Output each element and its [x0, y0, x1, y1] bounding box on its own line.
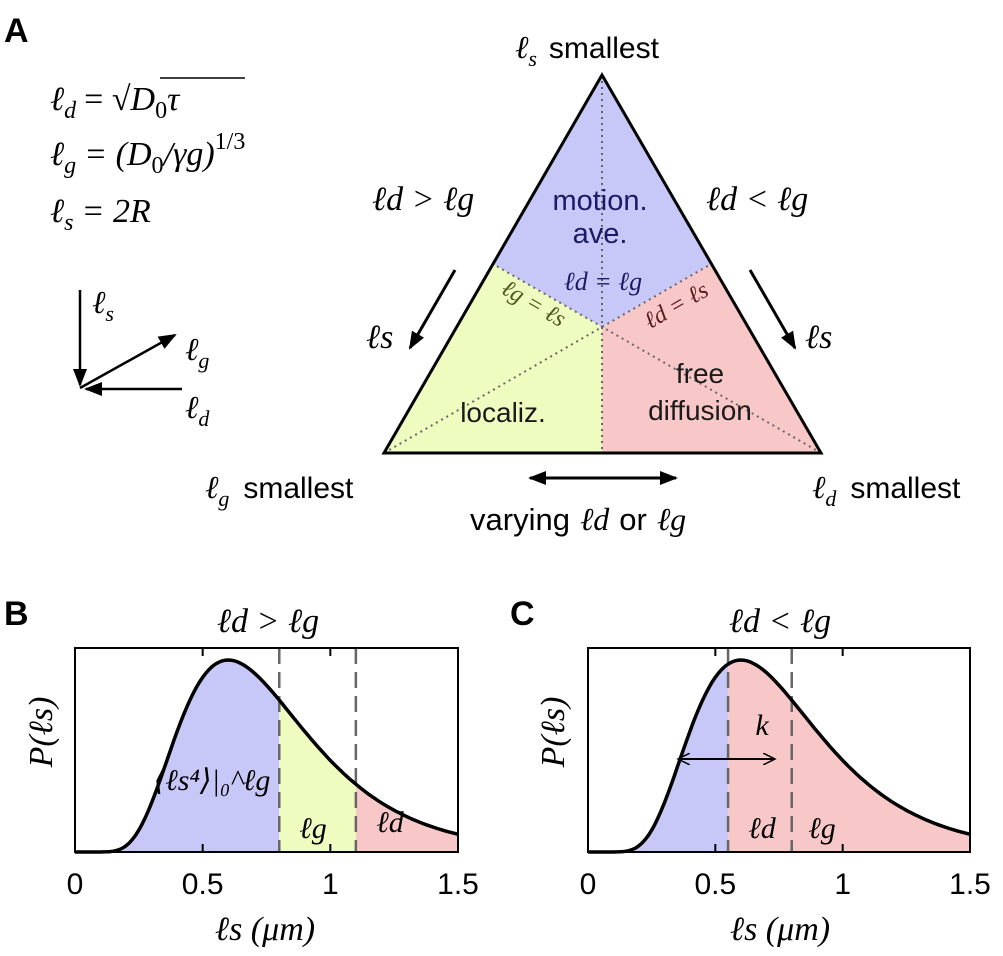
panel-b-region-g-label: ℓg: [299, 812, 327, 845]
chart-b: 0 0.5 1 1.5: [67, 647, 479, 901]
panel-a-label: A: [4, 12, 29, 50]
right-arrow-label: ℓs: [805, 319, 832, 356]
x-tick-label-0: 0: [580, 868, 597, 901]
distribution-curve: [75, 658, 459, 854]
x-tick-label-3: 1.5: [437, 868, 479, 901]
plot-frame: [74, 647, 459, 853]
region-free-label-2: diffusion: [648, 395, 752, 426]
triangle-outline: [381, 72, 824, 455]
def-ld: ℓd = √D0τ: [50, 81, 181, 124]
panel-b-ylabel: P(ℓs): [23, 697, 60, 769]
panel-c-k-label: k: [755, 709, 769, 742]
def-ls: ℓs = 2R: [50, 193, 151, 236]
distribution-curve: [588, 658, 971, 854]
axes-legend: ℓs ℓg ℓd: [73, 284, 210, 431]
panel-c-xlabel: ℓs (μm): [730, 911, 830, 948]
panel-c-region-g-label: ℓg: [808, 812, 836, 845]
left-arrow-label: ℓs: [366, 319, 393, 356]
panel-c-label: C: [510, 595, 535, 633]
plot-frame: [587, 647, 971, 853]
right-condition: ℓd < ℓg: [706, 181, 808, 218]
def-lg: ℓg = (D0/γg)1/3: [50, 129, 245, 179]
right-corner-label: ℓd smallest: [812, 469, 961, 511]
axis-d-label: ℓd: [185, 389, 210, 431]
region-motion-label-2: ave.: [573, 218, 628, 250]
x-tick-label-1: 0.5: [694, 868, 736, 901]
chart-c: 0 0.5 1 1.5: [580, 647, 991, 901]
region-motion-label-1: motion.: [552, 185, 647, 217]
region-free-diffusion: [602, 264, 821, 453]
region-fill-0: [588, 664, 729, 852]
region-localiz-label: localiz.: [460, 397, 546, 428]
panel-b-moment-label: ⟨ℓs⁴⟩|₀^ℓg: [154, 764, 271, 797]
x-tick-label-3: 1.5: [949, 868, 991, 901]
x-tick-label-1: 0.5: [182, 868, 224, 901]
panel-c-region-d-label: ℓd: [748, 812, 776, 845]
panel-b: B ℓd > ℓg 0 0.5 1 1.5 P(ℓs) ℓs (μm) ⟨ℓs⁴⟩|₀…: [4, 595, 479, 948]
line-label-ld-eq-lg: ℓd = ℓg: [564, 267, 642, 296]
panel-b-xlabel: ℓs (μm): [215, 911, 315, 948]
left-condition: ℓd > ℓg: [372, 181, 474, 218]
axis-g-label: ℓg: [185, 331, 209, 373]
region-fill-1: [728, 660, 970, 852]
panel-c: C ℓd < ℓg 0 0.5 1 1.5 P(ℓs) ℓs (μm) k ℓd ℓg: [510, 595, 991, 948]
left-side-arrow: [408, 269, 457, 350]
axis-s-label: ℓs: [92, 284, 114, 326]
region-localization: [384, 264, 602, 453]
panel-b-region-d-label: ℓd: [376, 806, 404, 839]
region-free-label-1: free: [676, 358, 724, 389]
bottom-varying-label: varying ℓd or ℓg: [470, 501, 686, 537]
x-tick-label-0: 0: [67, 868, 84, 901]
right-side-arrow: [748, 269, 797, 350]
x-tick-label-2: 1: [834, 868, 851, 901]
panel-b-title: ℓd > ℓg: [217, 603, 319, 640]
left-corner-label: ℓg smallest: [205, 469, 354, 511]
region-fill-1: [279, 700, 356, 852]
axis-g-arrow: [79, 333, 177, 390]
panel-c-ylabel: P(ℓs): [535, 697, 572, 769]
panel-a: A ℓd = √D0τ ℓg = (D0/γg)1/3 ℓs = 2R ℓs ℓg ℓ…: [4, 12, 961, 537]
triangle-diagram: motion. ave. ℓd = ℓg ℓg = ℓs ℓd = ℓs loc…: [205, 29, 961, 537]
panel-b-label: B: [4, 595, 29, 633]
definitions: ℓd = √D0τ ℓg = (D0/γg)1/3 ℓs = 2R: [50, 77, 245, 236]
x-tick-label-2: 1: [322, 868, 339, 901]
region-fill-0: [75, 660, 280, 852]
panel-c-title: ℓd < ℓg: [729, 603, 831, 640]
top-corner-label: ℓs smallest: [515, 29, 660, 71]
